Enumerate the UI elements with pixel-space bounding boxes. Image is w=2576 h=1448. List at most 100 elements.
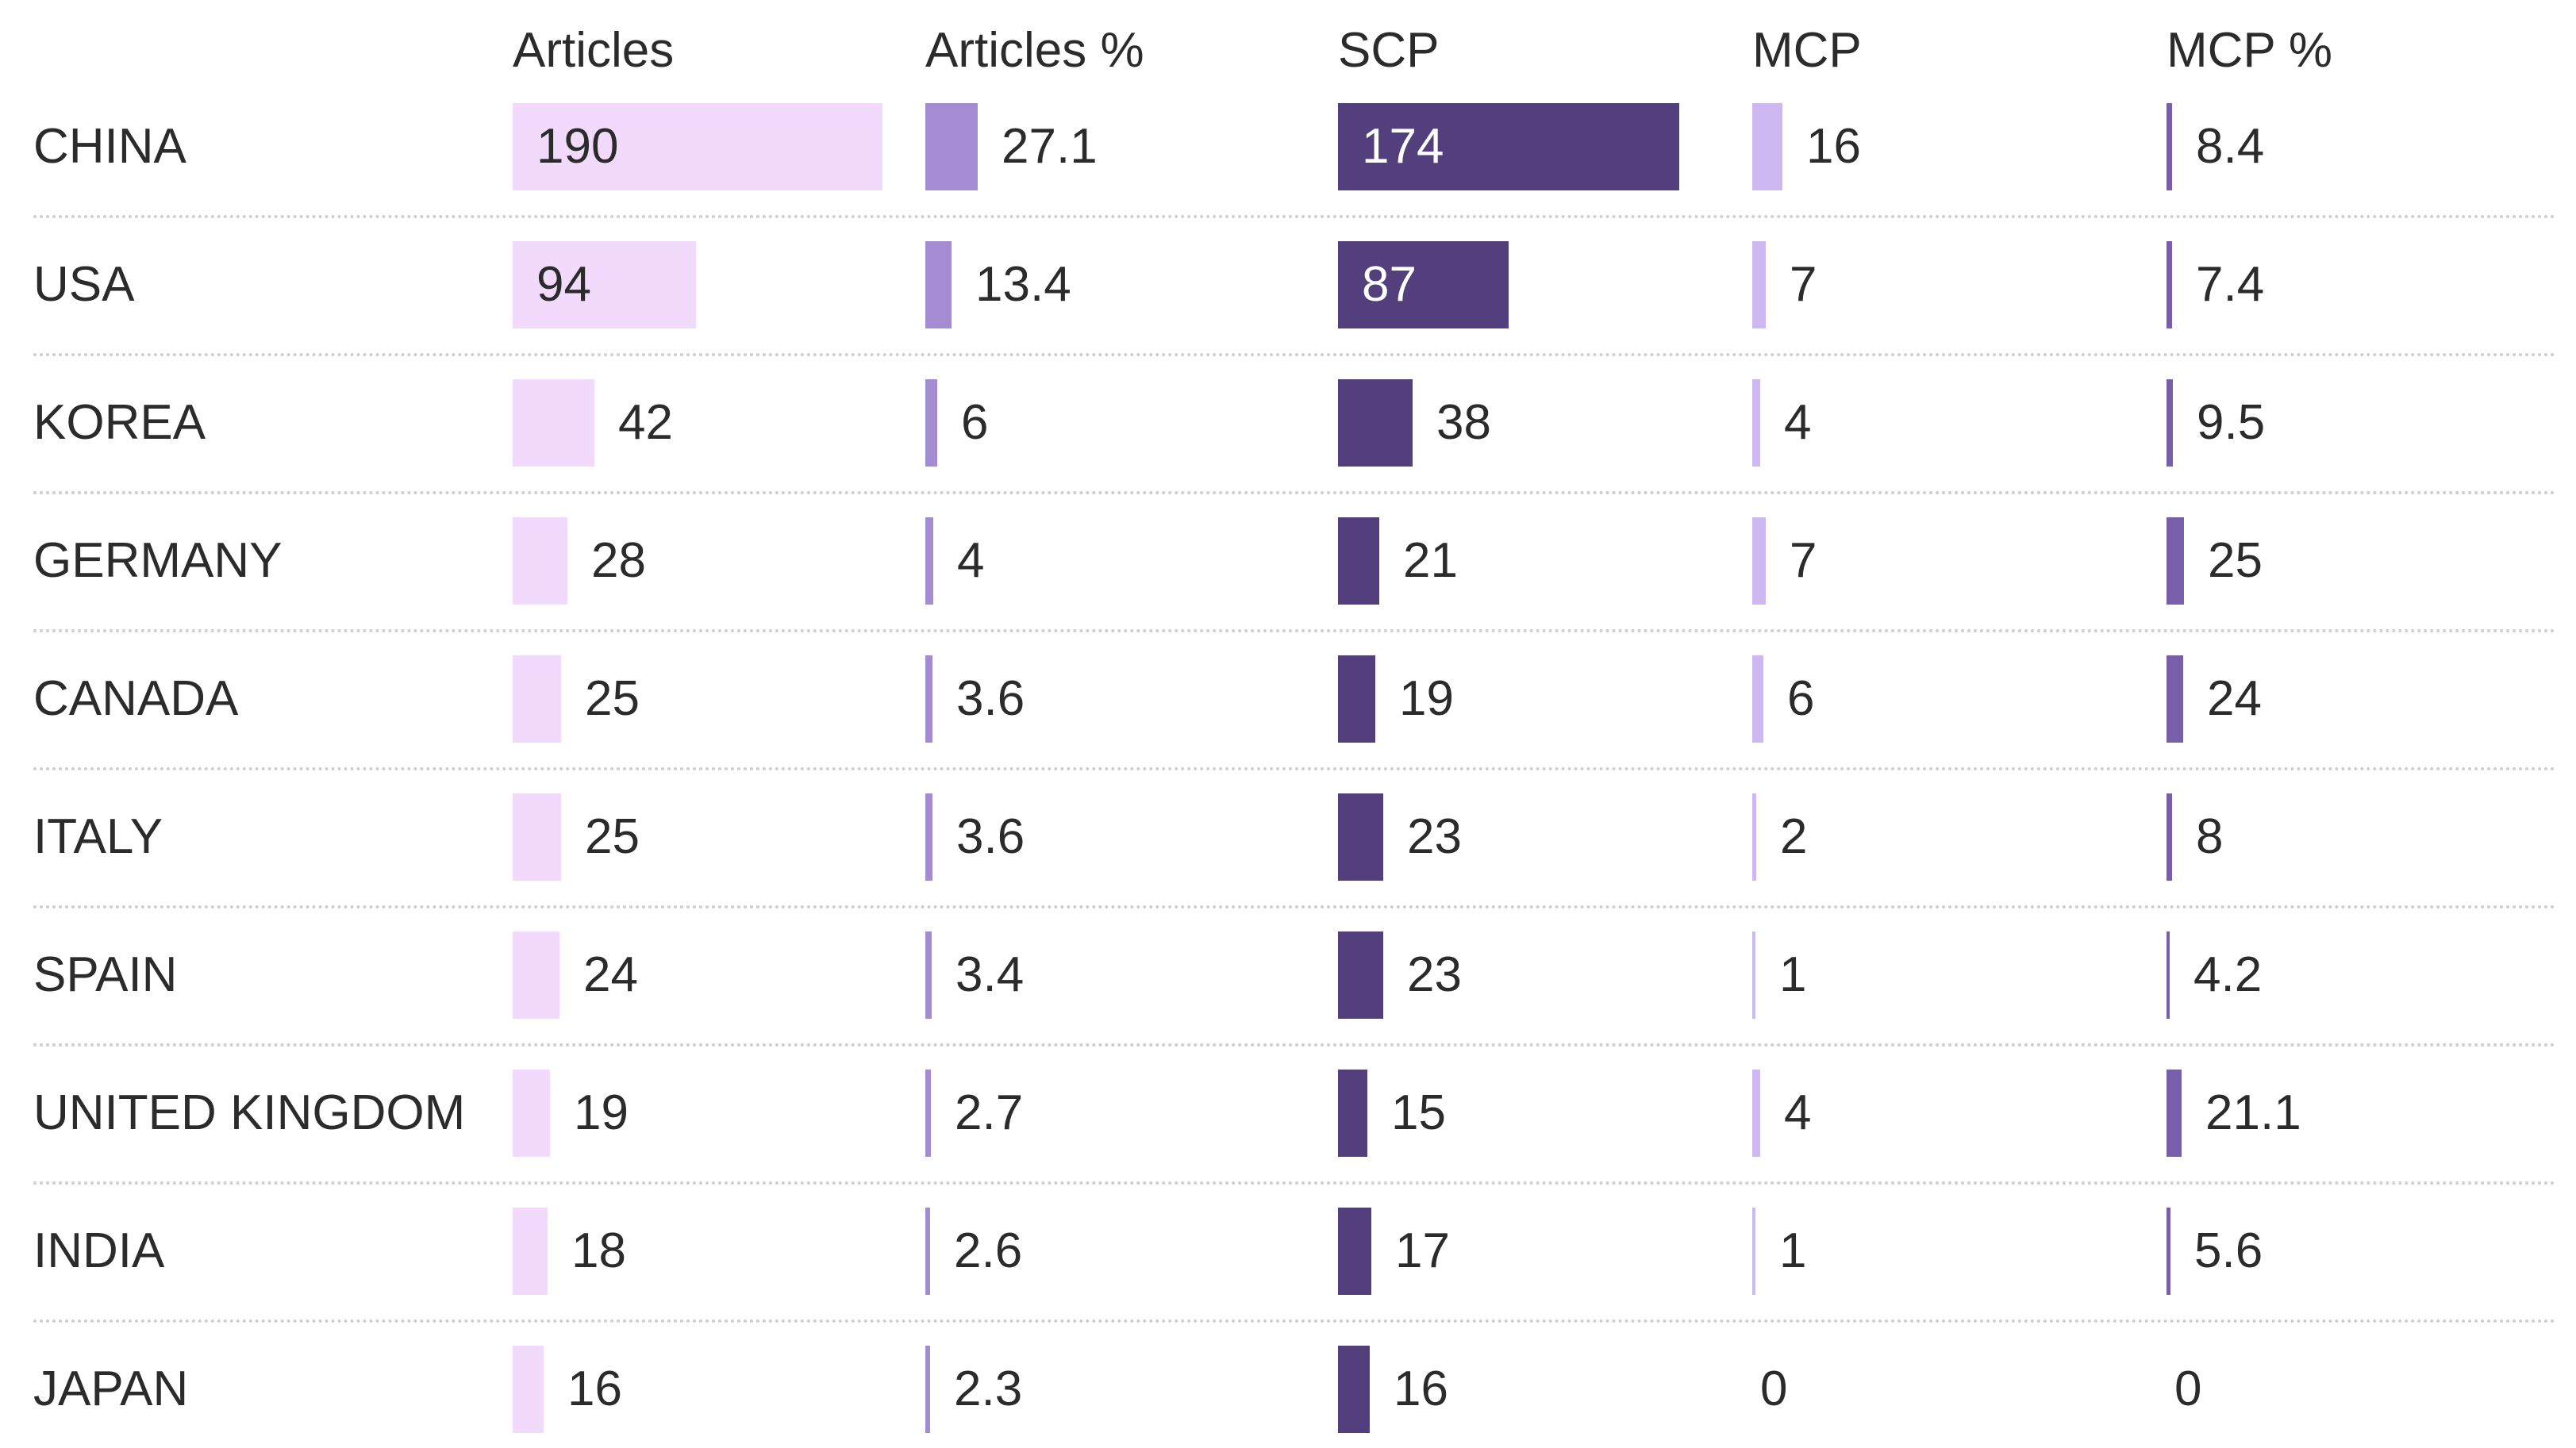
row-label-japan: JAPAN [33,1362,189,1416]
value-articles: 94 [536,257,591,312]
bar-articles [513,103,882,190]
bar-articles [513,1346,544,1433]
bar-mcp [1752,517,1766,605]
bar-scp [1338,1346,1370,1433]
value-articles_pct: 13.4 [975,257,1071,312]
value-articles: 25 [585,809,640,864]
bar-mcp [1752,1208,1755,1295]
value-mcp_pct: 8 [2196,809,2224,864]
row-label-united-kingdom: UNITED KINGDOM [33,1085,466,1140]
row-label-india: INDIA [33,1223,165,1278]
column-header-scp: SCP [1338,23,1440,78]
value-scp: 174 [1362,119,1444,174]
value-mcp: 2 [1780,809,1808,864]
bar-articles_pct [925,517,933,605]
bar-mcp_pct [2167,655,2183,743]
row-divider [33,1043,2557,1047]
value-mcp_pct: 7.4 [2196,257,2265,312]
value-articles_pct: 6 [961,395,989,450]
row-divider [33,1181,2557,1185]
value-scp: 16 [1394,1362,1448,1416]
value-scp: 23 [1407,809,1462,864]
bar-mcp [1752,931,1755,1019]
row-label-canada: CANADA [33,671,239,726]
bar-articles_pct [925,103,978,190]
value-articles_pct: 2.7 [955,1085,1024,1140]
bar-articles_pct [925,1070,931,1157]
value-scp: 19 [1399,671,1454,726]
value-mcp_pct: 0 [2174,1362,2202,1416]
value-articles: 42 [618,395,673,450]
value-articles: 19 [574,1085,629,1140]
value-articles: 24 [583,947,638,1002]
row-divider [33,905,2557,908]
bar-scp [1338,1208,1371,1295]
bar-mcp_pct [2167,103,2172,190]
bar-scp [1338,931,1383,1019]
value-scp: 38 [1436,395,1491,450]
bar-mcp [1752,655,1763,743]
bar-mcp [1752,793,1756,881]
bar-scp [1338,379,1413,467]
column-header-mcp: MCP [1752,23,1862,78]
value-articles_pct: 2.6 [954,1223,1023,1278]
bar-articles_pct [925,655,932,743]
row-label-italy: ITALY [33,809,163,864]
value-mcp: 7 [1790,257,1817,312]
value-articles_pct: 27.1 [1002,119,1098,174]
value-articles_pct: 2.3 [954,1362,1023,1416]
value-articles_pct: 3.6 [956,809,1025,864]
bar-mcp_pct [2167,1208,2170,1295]
value-articles_pct: 3.4 [955,947,1025,1002]
value-articles: 16 [567,1362,622,1416]
value-articles_pct: 3.6 [956,671,1025,726]
bar-scp [1338,517,1379,605]
row-label-usa: USA [33,257,135,312]
bar-articles [513,655,561,743]
bar-mcp [1752,379,1760,467]
bar-articles [513,1208,548,1295]
value-mcp_pct: 21.1 [2205,1085,2301,1140]
bar-scp [1338,655,1375,743]
row-divider [33,353,2557,356]
row-label-korea: KOREA [33,395,206,450]
bar-mcp_pct [2167,517,2184,605]
value-mcp: 1 [1779,1223,1807,1278]
value-scp: 15 [1391,1085,1446,1140]
value-articles: 190 [536,119,619,174]
bar-mcp_pct [2167,1070,2182,1157]
bar-mcp [1752,1070,1760,1157]
value-articles: 18 [571,1223,626,1278]
row-divider [33,767,2557,770]
value-mcp_pct: 4.2 [2193,947,2263,1002]
row-label-china: CHINA [33,119,186,174]
column-header-mcp_pct: MCP % [2167,23,2333,78]
bar-mcp [1752,241,1766,328]
bar-articles [513,1070,550,1157]
bar-scp [1338,241,1509,328]
bar-articles_pct [925,1346,930,1433]
value-mcp: 1 [1779,947,1807,1002]
value-articles: 28 [591,533,646,588]
bar-articles [513,241,696,328]
value-mcp_pct: 25 [2208,533,2263,588]
bar-mcp_pct [2167,379,2173,467]
value-scp: 23 [1407,947,1462,1002]
row-label-germany: GERMANY [33,533,283,588]
bar-mcp_pct [2167,793,2172,881]
bar-articles_pct [925,241,952,328]
bar-articles [513,379,594,467]
value-mcp_pct: 8.4 [2196,119,2265,174]
bar-articles_pct [925,793,932,881]
value-mcp: 16 [1806,119,1861,174]
column-header-articles_pct: Articles % [925,23,1144,78]
value-mcp: 4 [1784,395,1812,450]
bar-scp [1338,103,1679,190]
bar-articles [513,517,567,605]
value-scp: 21 [1403,533,1458,588]
bar-mcp [1752,103,1782,190]
bar-scp [1338,1070,1367,1157]
row-divider [33,215,2557,218]
value-mcp_pct: 9.5 [2197,395,2266,450]
bar-articles_pct [925,931,932,1019]
